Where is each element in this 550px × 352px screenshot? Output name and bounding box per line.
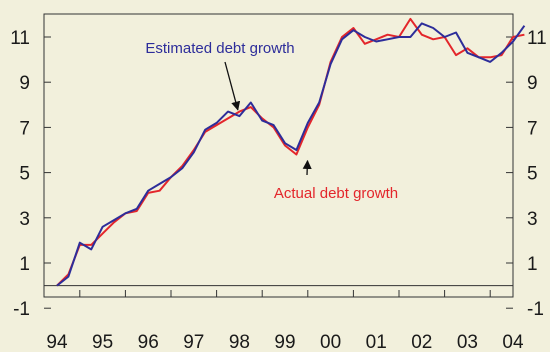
x-tick-label: 99 — [274, 332, 295, 352]
y-tick-label-right: 5 — [527, 164, 538, 185]
y-tick-label-left: 5 — [19, 164, 30, 185]
x-tick-label: 00 — [320, 332, 341, 352]
annotation-layer: Estimated debt growth Actual debt growth — [145, 40, 398, 202]
series-layer — [56, 17, 526, 287]
y-tick-label-left: -1 — [13, 299, 30, 320]
x-tick-label: 03 — [457, 332, 478, 352]
annotation-estimated-label: Estimated debt growth — [145, 40, 294, 57]
annotation-actual-label: Actual debt growth — [274, 185, 398, 202]
x-tick-label: 01 — [366, 332, 387, 352]
x-tick-label: 97 — [183, 332, 204, 352]
x-tick-label: 02 — [411, 332, 432, 352]
x-tick-label: 04 — [502, 332, 524, 352]
series-line-estimated-debt-growth — [56, 22, 526, 287]
y-tick-label-left: 9 — [19, 73, 30, 94]
y-tick-label-right: 1 — [527, 254, 538, 275]
annotation-estimated-arrow — [224, 61, 241, 111]
annotation-actual-arrow — [302, 159, 312, 176]
y-tick-label-left: 11 — [10, 28, 30, 49]
y-tick-label-right: -1 — [527, 299, 544, 320]
x-tick-label: 94 — [46, 332, 68, 352]
y-tick-label-left: 3 — [19, 209, 30, 230]
y-tick-label-left: 7 — [19, 118, 30, 139]
x-tick-label: 96 — [138, 332, 159, 352]
x-tick-label: 95 — [92, 332, 113, 352]
y-tick-label-right: 11 — [527, 28, 547, 49]
right-y-axis-ticks: 11 9 7 5 3 1 -1 — [506, 28, 547, 320]
x-axis-ticks: 94 95 96 97 98 99 00 01 02 03 04 — [46, 290, 524, 352]
x-tick-label: 98 — [229, 332, 250, 352]
y-tick-label-right: 3 — [527, 209, 538, 230]
series-line-actual-debt-growth — [56, 17, 525, 287]
y-tick-label-right: 7 — [527, 118, 538, 139]
y-tick-label-right: 9 — [527, 73, 538, 94]
y-tick-label-left: 1 — [19, 254, 30, 275]
plot-area — [43, 13, 514, 298]
left-y-axis-ticks: 11 9 7 5 3 1 -1 — [10, 28, 51, 320]
